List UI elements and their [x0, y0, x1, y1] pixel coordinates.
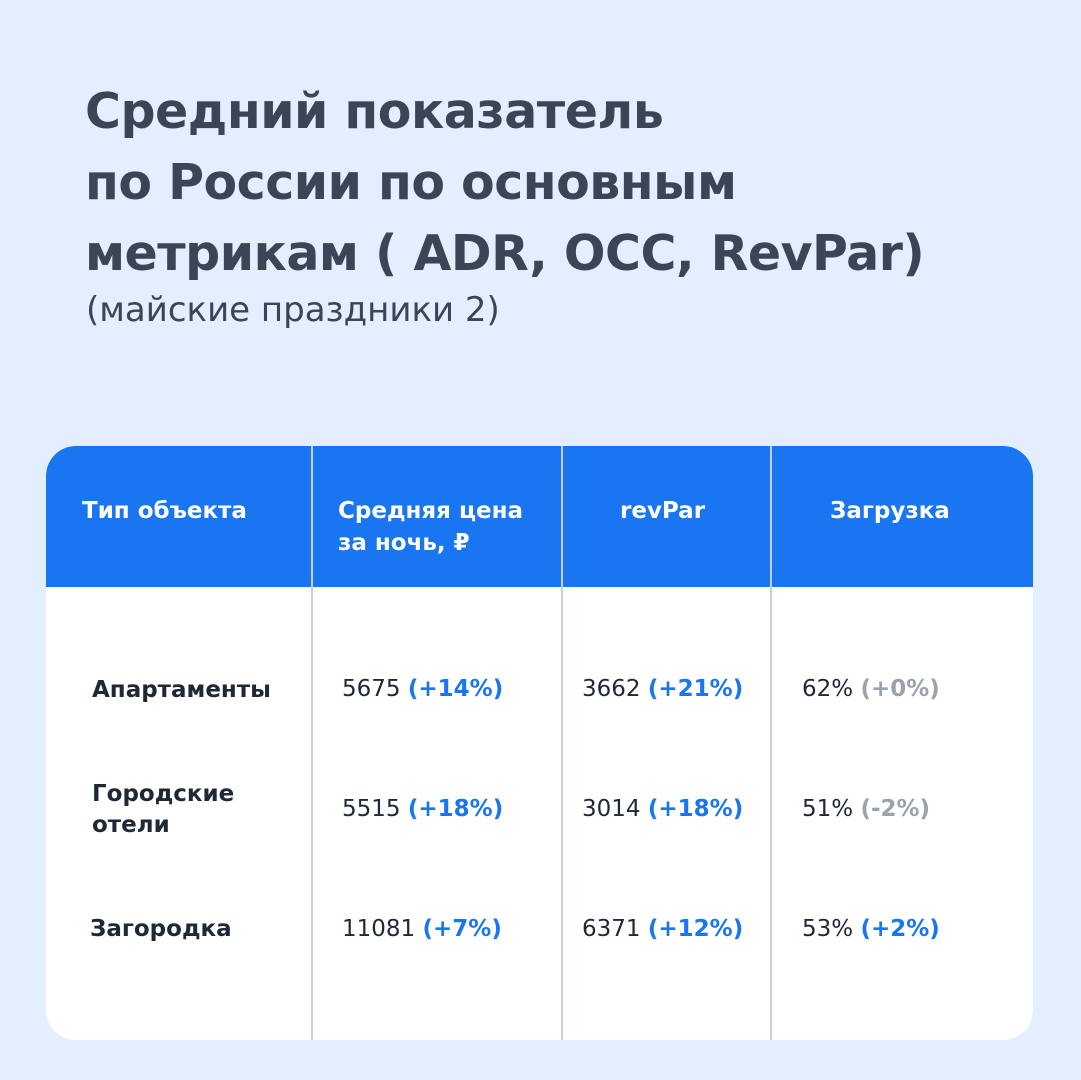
- column-header-price-line2: за ночь, ₽: [338, 530, 470, 556]
- column-divider: [561, 446, 563, 1040]
- table-cell-revpar: 6371 (+12%): [582, 916, 744, 942]
- change-badge: (+7%): [422, 916, 502, 942]
- row-label-apartments: Апартаменты: [92, 677, 271, 703]
- table-cell-price: 5515 (+18%): [342, 796, 504, 822]
- table-cell-occupancy: 53% (+2%): [802, 916, 940, 942]
- change-badge: (-2%): [860, 796, 931, 822]
- change-badge: (+18%): [647, 796, 744, 822]
- title-line-3: метрикам ( ADR, OCC, RevPar): [85, 225, 925, 282]
- table-header: [46, 446, 1033, 587]
- change-badge: (+14%): [407, 676, 504, 702]
- change-badge: (+18%): [407, 796, 504, 822]
- column-header-price: Средняя цена за ночь, ₽: [338, 495, 523, 559]
- table-cell-revpar: 3662 (+21%): [582, 676, 744, 702]
- change-badge: (+0%): [860, 676, 940, 702]
- column-divider: [311, 446, 313, 1040]
- table-cell-price: 5675 (+14%): [342, 676, 504, 702]
- column-header-occupancy: Загрузка: [830, 498, 950, 524]
- page-subtitle: (майские праздники 2): [86, 290, 500, 330]
- table-cell-revpar: 3014 (+18%): [582, 796, 744, 822]
- page-title: Средний показатель по России по основным…: [85, 76, 1045, 289]
- column-header-price-line1: Средняя цена: [338, 498, 524, 524]
- column-header-type: Тип объекта: [82, 498, 247, 524]
- column-divider: [770, 446, 772, 1040]
- column-header-revpar: revPar: [620, 498, 706, 524]
- metrics-table: [46, 446, 1033, 1040]
- table-cell-price: 11081 (+7%): [342, 916, 502, 942]
- table-cell-occupancy: 51% (-2%): [802, 796, 931, 822]
- row-label-country: Загородка: [90, 916, 232, 942]
- change-badge: (+2%): [860, 916, 940, 942]
- title-line-2: по России по основным: [85, 154, 737, 211]
- title-line-1: Средний показатель: [85, 83, 664, 140]
- change-badge: (+21%): [647, 676, 744, 702]
- table-cell-occupancy: 62% (+0%): [802, 676, 940, 702]
- row-label-city-hotels: Городские отели: [92, 781, 235, 838]
- change-badge: (+12%): [647, 916, 744, 942]
